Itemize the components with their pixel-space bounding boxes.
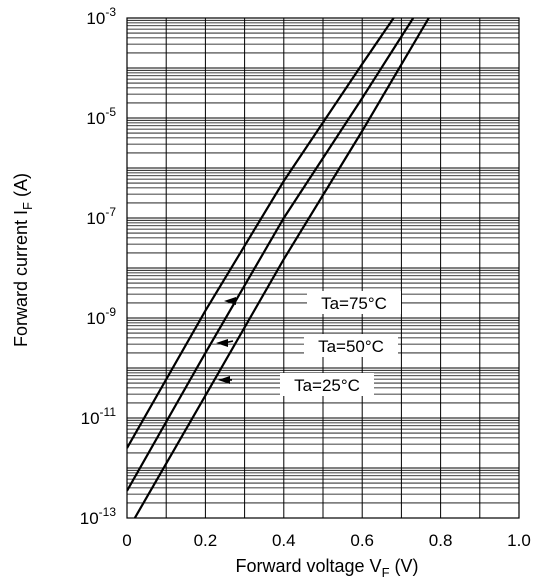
y-tick-label: 10-7 bbox=[86, 205, 116, 228]
y-tick-label: 10-9 bbox=[86, 305, 116, 328]
chart-grid bbox=[126, 18, 520, 519]
series-label-bg bbox=[304, 334, 398, 357]
y-tick-label: 10-11 bbox=[81, 405, 117, 428]
series-line-3 bbox=[133, 18, 430, 518]
x-tick-label: 0.2 bbox=[194, 531, 218, 550]
series-label-bg bbox=[307, 291, 401, 314]
series-labels: Ta=75°C Ta=50°C Ta=25°C bbox=[216, 291, 401, 396]
series-label-3: Ta=25°C bbox=[294, 376, 360, 395]
x-tick-label: 0 bbox=[122, 531, 131, 550]
plot-frame bbox=[126, 17, 520, 519]
y-tick-label: 10-13 bbox=[80, 505, 117, 528]
x-tick-label: 0.4 bbox=[272, 531, 296, 550]
series-label-arrow bbox=[224, 297, 236, 305]
y-tick-label: 10-5 bbox=[86, 105, 116, 128]
series-label-bg bbox=[280, 373, 374, 396]
series-label-arrow bbox=[218, 376, 230, 384]
series-label-2: Ta=50°C bbox=[318, 337, 384, 356]
chart-series bbox=[127, 18, 430, 518]
series-label-1: Ta=75°C bbox=[321, 294, 387, 313]
x-tick-label: 0.8 bbox=[429, 531, 453, 550]
x-tick-label: 0.6 bbox=[350, 531, 374, 550]
series-line-2 bbox=[127, 18, 415, 492]
y-axis-title: Forward current IF (A) bbox=[11, 173, 35, 347]
y-tick-label: 10-3 bbox=[86, 5, 116, 28]
x-axis-title: Forward voltage VF (V) bbox=[235, 556, 418, 580]
x-tick-label: 1.0 bbox=[507, 531, 531, 550]
series-line-1 bbox=[127, 18, 395, 449]
series-label-arrow bbox=[216, 339, 228, 347]
axis-ticks: 0 0.2 0.4 0.6 0.8 1.0 10-3 10-5 10-7 10-9 10-11 10-… bbox=[80, 5, 531, 550]
series-label-leader bbox=[223, 340, 234, 344]
